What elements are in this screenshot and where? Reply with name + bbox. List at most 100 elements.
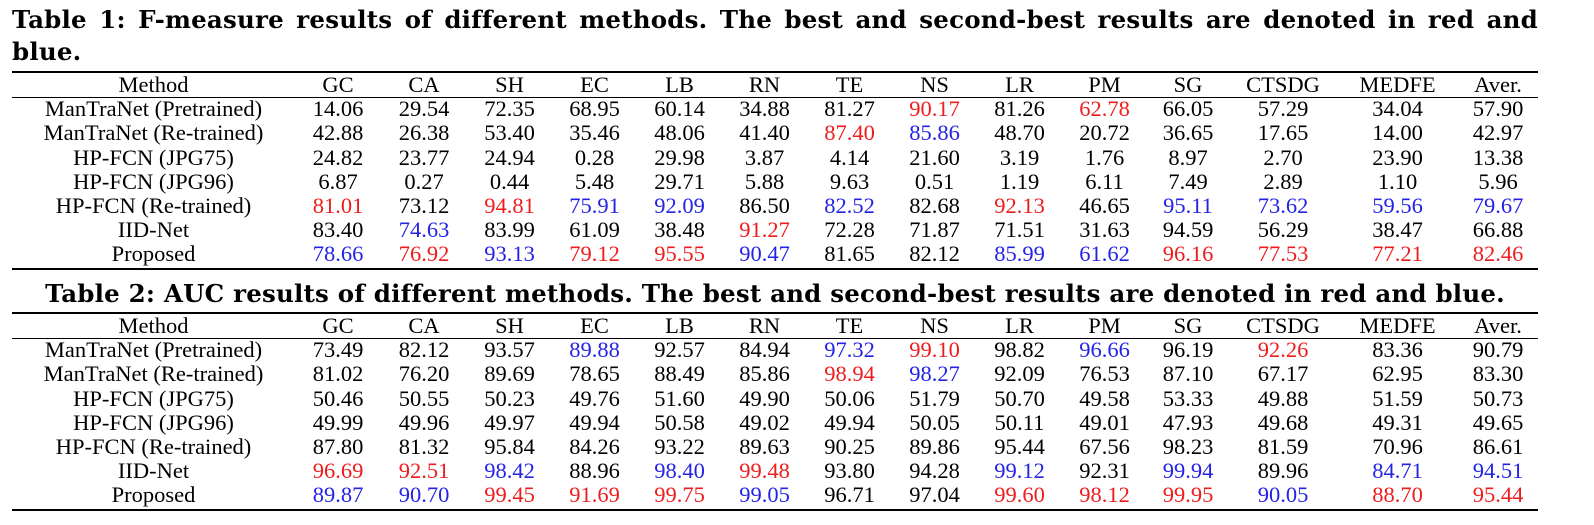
value-cell: 85.99 xyxy=(994,241,1045,267)
value-cell: 62.95 xyxy=(1372,361,1423,387)
value-cell: 50.05 xyxy=(909,409,960,435)
value-cell: 81.02 xyxy=(312,361,364,387)
value-cell: 92.51 xyxy=(398,458,450,484)
value-cell: 93.22 xyxy=(654,434,705,460)
value-cell: 50.70 xyxy=(994,385,1045,411)
value-cell: 98.12 xyxy=(1079,482,1130,508)
value-cell: 38.48 xyxy=(654,217,705,243)
method-name-cell: ManTraNet (Pretrained) xyxy=(44,96,263,122)
value-cell: 70.96 xyxy=(1372,434,1423,460)
table2-header-ctsdg: CTSDG xyxy=(1246,313,1320,338)
value-cell: 9.63 xyxy=(829,168,870,194)
value-cell: 94.59 xyxy=(1162,217,1214,243)
value-cell: 59.56 xyxy=(1372,193,1423,219)
value-cell: 90.47 xyxy=(739,241,790,267)
value-cell: 99.48 xyxy=(739,458,790,484)
value-cell: 96.19 xyxy=(1162,337,1214,363)
table1-bottom-rule xyxy=(12,268,1538,270)
value-cell: 14.06 xyxy=(312,96,364,122)
value-cell: 76.92 xyxy=(398,241,450,267)
value-cell: 99.05 xyxy=(739,482,790,508)
table2-header-rn: RN xyxy=(748,313,781,338)
value-cell: 99.94 xyxy=(1162,458,1214,484)
table2-header-ca: CA xyxy=(408,313,440,338)
value-cell: 6.87 xyxy=(318,168,358,194)
value-cell: 96.71 xyxy=(824,482,875,508)
table2-header-te: TE xyxy=(835,313,864,338)
value-cell: 0.44 xyxy=(489,168,530,194)
table1-header-medfe: MEDFE xyxy=(1359,72,1436,97)
value-cell: 0.27 xyxy=(404,168,444,194)
table-row: HP-FCN (JPG96) 6.87 0.27 0.44 5.48 29.71 5.88 9… xyxy=(12,168,1538,194)
method-name-cell: HP-FCN (JPG96) xyxy=(73,168,234,194)
table-row: Proposed 78.66 76.92 93.13 79.12 95.55 90.47 81… xyxy=(12,242,1538,266)
value-cell: 99.60 xyxy=(994,482,1045,508)
table1-header-pm: PM xyxy=(1088,72,1121,97)
value-cell: 81.32 xyxy=(398,434,450,460)
value-cell: 38.47 xyxy=(1372,217,1423,243)
value-cell: 57.90 xyxy=(1472,96,1524,122)
table-row: ManTraNet (Re-trained) 42.88 26.38 53.40 35.… xyxy=(12,121,1538,145)
value-cell: 42.88 xyxy=(312,120,364,146)
value-cell: 14.00 xyxy=(1372,120,1423,146)
value-cell: 1.10 xyxy=(1377,168,1418,194)
value-cell: 99.10 xyxy=(909,337,960,363)
value-cell: 67.56 xyxy=(1079,434,1130,460)
table2-header-row: Method GC CA SH EC LB RN TE NS LR PM SG CTSDG MEDFE Av… xyxy=(12,313,1538,338)
value-cell: 94.28 xyxy=(909,458,960,484)
value-cell: 53.33 xyxy=(1162,385,1214,411)
value-cell: 78.65 xyxy=(569,361,620,387)
value-cell: 6.11 xyxy=(1085,168,1124,194)
value-cell: 17.65 xyxy=(1257,120,1309,146)
value-cell: 46.65 xyxy=(1079,193,1130,219)
value-cell: 72.35 xyxy=(484,96,535,122)
value-cell: 84.94 xyxy=(739,337,790,363)
value-cell: 24.82 xyxy=(312,144,364,170)
table2-header-ec: EC xyxy=(580,313,609,338)
table2-header-sg: SG xyxy=(1173,313,1203,338)
value-cell: 48.70 xyxy=(994,120,1045,146)
value-cell: 49.88 xyxy=(1257,385,1309,411)
value-cell: 83.36 xyxy=(1372,337,1423,363)
value-cell: 50.23 xyxy=(484,385,535,411)
value-cell: 68.95 xyxy=(569,96,620,122)
value-cell: 96.66 xyxy=(1079,337,1130,363)
value-cell: 96.69 xyxy=(312,458,364,484)
value-cell: 98.42 xyxy=(484,458,535,484)
value-cell: 82.12 xyxy=(909,241,960,267)
table-row: HP-FCN (JPG96) 49.99 49.96 49.97 49.94 50.58 4… xyxy=(12,409,1538,435)
table2-bottom-rule xyxy=(12,509,1538,511)
value-cell: 4.14 xyxy=(829,144,870,170)
value-cell: 49.31 xyxy=(1372,409,1423,435)
value-cell: 73.49 xyxy=(312,337,364,363)
value-cell: 91.27 xyxy=(739,217,790,243)
table-row: ManTraNet (Pretrained) 73.49 82.12 93.57 89.… xyxy=(12,338,1538,362)
value-cell: 93.57 xyxy=(484,337,535,363)
method-name-cell: HP-FCN (Re-trained) xyxy=(55,193,252,219)
value-cell: 51.59 xyxy=(1372,385,1423,411)
value-cell: 5.88 xyxy=(744,168,785,194)
value-cell: 20.72 xyxy=(1079,120,1130,146)
value-cell: 66.05 xyxy=(1162,96,1214,122)
value-cell: 79.67 xyxy=(1472,193,1524,219)
value-cell: 89.88 xyxy=(569,337,620,363)
method-name-cell: ManTraNet (Pretrained) xyxy=(44,337,263,363)
table-row: Proposed 89.87 90.70 99.45 91.69 99.75 99.05 96… xyxy=(12,483,1538,507)
table1-mid-rule xyxy=(12,97,1538,98)
value-cell: 2.70 xyxy=(1263,144,1303,170)
method-name-cell: HP-FCN (Re-trained) xyxy=(55,434,252,460)
value-cell: 98.23 xyxy=(1162,434,1214,460)
value-cell: 77.21 xyxy=(1372,241,1423,267)
value-cell: 94.51 xyxy=(1472,458,1524,484)
table-row: ManTraNet (Pretrained) 14.06 29.54 72.35 68.… xyxy=(12,97,1538,121)
value-cell: 92.31 xyxy=(1079,458,1130,484)
value-cell: 98.40 xyxy=(654,458,705,484)
value-cell: 62.78 xyxy=(1079,96,1130,122)
method-name-cell: IID-Net xyxy=(117,458,190,484)
value-cell: 35.46 xyxy=(569,120,620,146)
value-cell: 87.80 xyxy=(312,434,364,460)
value-cell: 36.65 xyxy=(1162,120,1214,146)
value-cell: 79.12 xyxy=(569,241,620,267)
value-cell: 0.28 xyxy=(574,144,615,170)
value-cell: 48.06 xyxy=(654,120,705,146)
